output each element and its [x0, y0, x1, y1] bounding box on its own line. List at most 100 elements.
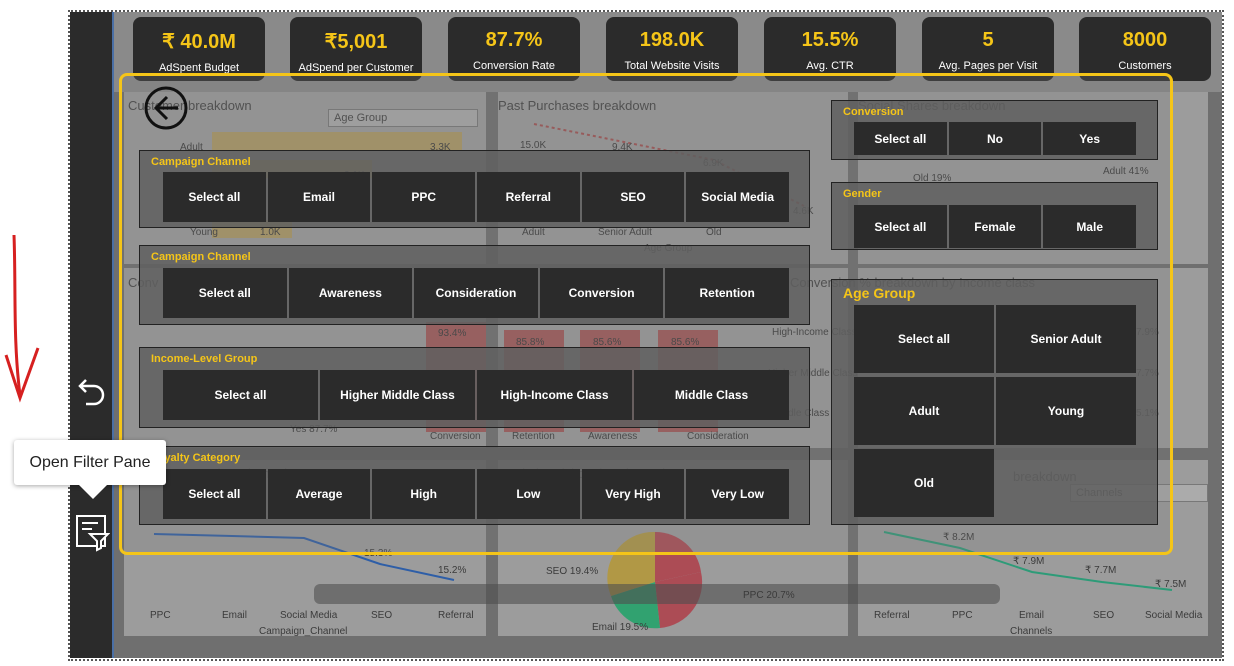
visual-label: SEO: [1093, 610, 1115, 621]
kpi-card: ₹ 40.0M AdSpent Budget: [133, 17, 265, 81]
visual-label: Email: [1019, 610, 1045, 621]
back-button[interactable]: [143, 85, 189, 131]
kpi-label: Conversion Rate: [473, 60, 555, 72]
kpi-label: Avg. Pages per Visit: [938, 60, 1038, 72]
tooltip: Open Filter Pane: [14, 440, 166, 485]
slicer-option[interactable]: Young: [996, 377, 1136, 445]
kpi-value: ₹5,001: [324, 31, 388, 53]
visual-label: 15.2%: [438, 565, 467, 576]
visual-label: Conversion: [430, 431, 481, 442]
undo-button[interactable]: [78, 374, 106, 408]
slicer-option[interactable]: High-Income Class: [477, 370, 632, 420]
visual-label: ₹ 7.7M: [1085, 565, 1117, 576]
slicer-option[interactable]: High: [372, 469, 475, 519]
slicer-option[interactable]: Select all: [163, 172, 266, 222]
slicer-option[interactable]: Select all: [854, 205, 947, 248]
visual-label: SEO 19.4%: [546, 566, 599, 577]
slicer-option[interactable]: Conversion: [539, 268, 664, 318]
visual-dropdown[interactable]: Age Group: [328, 109, 478, 127]
slicer-option[interactable]: Select all: [163, 370, 318, 420]
slicer-title: Campaign Channel: [151, 156, 251, 168]
visual-label: Old: [706, 227, 722, 238]
visual-label: Awareness: [588, 431, 638, 442]
visual-label: Channels: [1010, 626, 1053, 637]
kpi-card: 198.0K Total Website Visits: [606, 17, 738, 81]
slicer-option[interactable]: Referral: [477, 172, 580, 222]
kpi-label: Total Website Visits: [624, 60, 720, 72]
slicer-option[interactable]: Select all: [854, 305, 994, 373]
visual-label: High-Income Class: [772, 327, 857, 338]
visual-label: Senior Adult: [598, 227, 652, 238]
slicer-title: Gender: [843, 188, 882, 200]
slicer-option[interactable]: Very Low: [686, 469, 789, 519]
filter-pane-button[interactable]: [74, 512, 110, 552]
visual-label: Adult: [522, 227, 545, 238]
slicer-option[interactable]: Middle Class: [634, 370, 789, 420]
visual-label: Adult 41%: [1103, 166, 1149, 177]
slicer-option[interactable]: SEO: [581, 172, 685, 222]
slicer-option[interactable]: Email: [267, 172, 371, 222]
slicer-option[interactable]: Yes: [1043, 122, 1136, 155]
slicer-option[interactable]: Select all: [854, 122, 947, 155]
tooltip-pointer: [78, 484, 108, 499]
slicer-option[interactable]: Higher Middle Class: [320, 370, 475, 420]
kpi-value: 87.7%: [485, 29, 543, 51]
slicer-option[interactable]: Female: [948, 205, 1042, 248]
visual-label: Social Media: [280, 610, 338, 621]
slicer-title: Conversion: [843, 106, 904, 118]
slicer-option[interactable]: Low: [477, 469, 580, 519]
slicer-option[interactable]: Old: [854, 449, 994, 517]
visual-label: Social Media: [1145, 610, 1203, 621]
visual-label: Campaign_Channel: [259, 626, 348, 637]
visual-label: Old 19%: [913, 173, 952, 184]
kpi-label: Avg. CTR: [806, 60, 854, 72]
kpi-label: AdSpend per Customer: [298, 62, 414, 74]
visual-label: Referral: [438, 610, 474, 621]
slicer-option[interactable]: Select all: [163, 268, 287, 318]
slicer-option[interactable]: Social Media: [686, 172, 789, 222]
red-arrow: [4, 234, 40, 403]
kpi-card: 87.7% Conversion Rate: [448, 17, 580, 81]
kpi-card: 5 Avg. Pages per Visit: [922, 17, 1054, 81]
kpi-card: 15.5% Avg. CTR: [764, 17, 896, 81]
visual-label: Referral: [874, 610, 910, 621]
visual-label: SEO: [371, 610, 393, 621]
visual-label: Consideration: [687, 431, 749, 442]
visual-label: Email: [222, 610, 248, 621]
kpi-value: ₹ 40.0M: [162, 31, 236, 53]
slicer-option[interactable]: Retention: [665, 268, 789, 318]
slicer-option[interactable]: Average: [267, 469, 371, 519]
sidebar: [70, 12, 114, 658]
visual-label: 93.4%: [438, 328, 467, 339]
slicer-option[interactable]: Senior Adult: [996, 305, 1136, 373]
kpi-card: ₹5,001 AdSpend per Customer: [290, 17, 422, 81]
visual-label: 3.3K: [430, 142, 451, 153]
visual-label: ₹ 7.5M: [1155, 579, 1187, 590]
kpi-value: 8000: [1122, 29, 1168, 51]
kpi-value: 15.5%: [801, 29, 859, 51]
visual-label: Yes 87.7%: [290, 424, 338, 435]
kpi-value: 198.0K: [639, 29, 705, 51]
slicer-option[interactable]: Consideration: [414, 268, 538, 318]
slicer-option[interactable]: Awareness: [288, 268, 413, 318]
kpi-card: 8000 Customers: [1079, 17, 1211, 81]
slicer-option[interactable]: Very High: [581, 469, 685, 519]
visual-label: Email 19.5%: [592, 622, 649, 633]
visual-label: 85.6%: [593, 337, 622, 348]
visual-label: ₹ 8.2M: [943, 532, 975, 543]
slicer-option[interactable]: Male: [1043, 205, 1136, 248]
visual-label: Retention: [512, 431, 555, 442]
slicer-title: Campaign Channel: [151, 251, 251, 263]
slicer-option[interactable]: Adult: [854, 377, 994, 445]
visual-label: Young: [190, 227, 218, 238]
visual-label: Higher Middle Class: [768, 368, 858, 379]
visual-label: ₹ 7.9M: [1013, 556, 1045, 567]
visual-label: 85.8%: [516, 337, 545, 348]
visual-label: PPC: [952, 610, 973, 621]
slicer-option[interactable]: Select all: [163, 469, 266, 519]
visual-label: PPC 20.7%: [743, 590, 795, 601]
slicer-option[interactable]: PPC: [372, 172, 475, 222]
slicer-title: Loyalty Category: [151, 452, 241, 464]
slicer-option[interactable]: No: [948, 122, 1042, 155]
